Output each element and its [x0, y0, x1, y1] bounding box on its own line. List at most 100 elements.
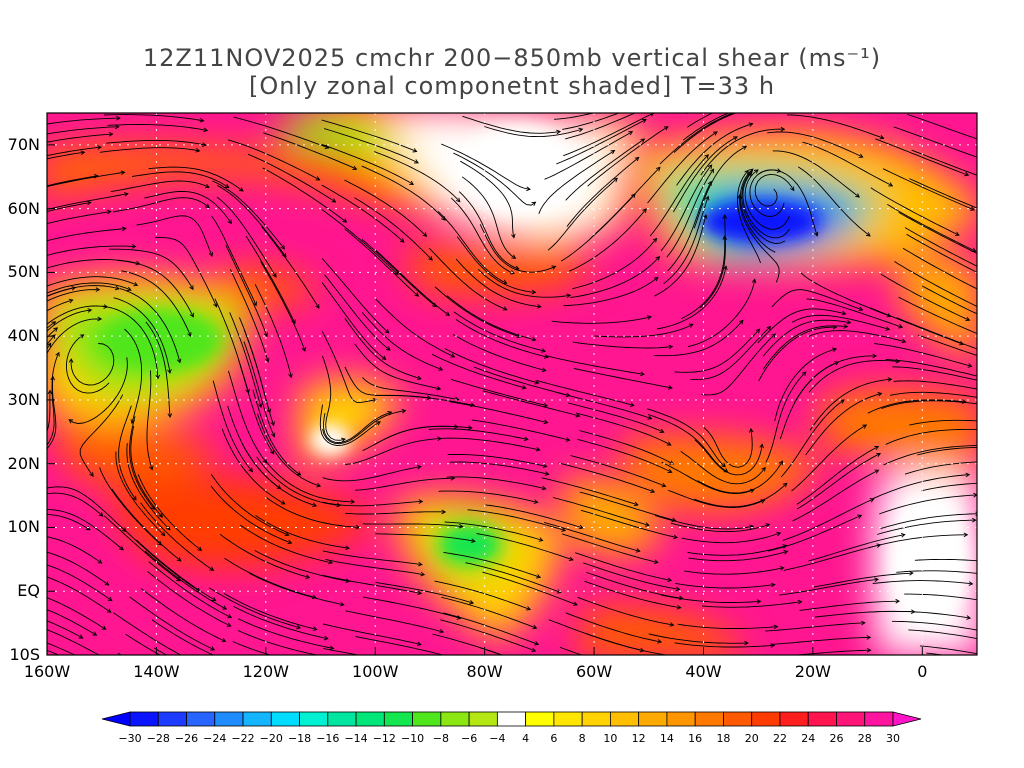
streamline-arrow	[688, 323, 694, 328]
streamline	[659, 113, 735, 165]
streamline	[892, 366, 977, 381]
streamline	[460, 160, 515, 238]
colorbar-swatch	[412, 711, 442, 727]
streamline	[565, 113, 637, 140]
streamline	[668, 489, 765, 508]
streamline-arrow	[704, 154, 709, 159]
streamline-arrow	[158, 513, 164, 518]
colorbar-label: 28	[857, 732, 872, 745]
streamline	[744, 169, 790, 230]
streamline-arrow	[751, 278, 757, 284]
streamline	[538, 150, 615, 214]
streamline	[47, 289, 100, 302]
streamline-arrow	[773, 624, 779, 630]
streamline	[806, 298, 903, 328]
streamline	[47, 536, 102, 564]
streamline-arrow	[900, 532, 906, 538]
streamline-arrow	[748, 122, 754, 127]
streamline-arrow	[456, 615, 462, 620]
streamline-arrow	[566, 293, 572, 299]
streamline-arrow	[114, 124, 120, 130]
streamline-arrow	[722, 235, 727, 240]
streamline-arrow	[965, 316, 971, 322]
streamline-arrow	[79, 334, 85, 339]
streamline-arrow	[538, 537, 544, 542]
streamline	[909, 419, 977, 426]
streamline	[558, 462, 655, 493]
streamline	[241, 442, 317, 507]
streamline-arrow	[265, 357, 270, 363]
streamline	[428, 247, 507, 311]
streamline	[758, 326, 837, 382]
streamline	[809, 378, 892, 431]
streamline-arrow	[575, 412, 581, 418]
streamline-arrow	[470, 402, 476, 408]
colorbar-label: 6	[550, 732, 558, 745]
streamline	[561, 533, 659, 563]
streamline-arrow	[780, 126, 786, 132]
streamline	[868, 534, 968, 549]
streamline-arrow	[342, 218, 348, 223]
streamline	[560, 193, 636, 262]
title-line-2: [Only zonal componetnt shaded] T=33 h	[248, 72, 776, 100]
streamline-arrow	[909, 570, 914, 576]
streamline-arrow	[155, 374, 161, 380]
streamline-arrow	[95, 287, 101, 292]
streamline	[813, 572, 913, 588]
streamline-arrow	[531, 336, 537, 342]
streamline	[374, 151, 461, 203]
streamline-arrow	[765, 523, 771, 528]
streamline	[919, 645, 977, 655]
streamline	[667, 181, 712, 272]
streamline	[103, 114, 204, 122]
streamline	[579, 491, 676, 522]
streamline	[453, 152, 536, 206]
streamline	[737, 170, 762, 264]
streamline	[449, 401, 548, 424]
streamline	[223, 593, 317, 630]
streamline	[908, 629, 977, 640]
streamline-arrow	[345, 578, 351, 584]
streamline-arrow	[78, 634, 84, 639]
streamline	[208, 587, 301, 629]
streamline	[238, 618, 334, 649]
streamline	[321, 209, 399, 275]
streamline-arrow	[417, 590, 423, 596]
streamline	[265, 496, 360, 528]
streamline	[322, 410, 406, 445]
streamline-arrow	[401, 408, 407, 414]
streamline-arrow	[458, 523, 464, 529]
streamline	[867, 399, 966, 414]
colorbar-swatch	[864, 711, 894, 727]
streamline-arrow	[801, 371, 807, 377]
streamline	[660, 164, 713, 252]
streamline	[477, 268, 571, 298]
streamline	[361, 312, 443, 371]
streamline	[240, 524, 333, 564]
streamline	[321, 355, 346, 441]
colorbar-label: −26	[174, 732, 199, 745]
streamline	[699, 215, 726, 309]
streamline-arrow	[652, 237, 658, 243]
streamline-arrow	[284, 531, 290, 537]
streamline-arrow	[208, 251, 214, 257]
streamline	[47, 390, 51, 433]
streamline-arrow	[213, 302, 218, 308]
streamline	[916, 446, 977, 456]
streamline	[770, 636, 871, 645]
lon-label: 100W	[352, 662, 399, 681]
colorbar-label: 10	[603, 732, 618, 745]
streamline-arrow	[898, 324, 904, 329]
streamline-arrow	[761, 466, 766, 472]
streamline	[565, 138, 645, 201]
streamline	[47, 117, 120, 125]
streamline	[254, 284, 292, 378]
streamline-arrow	[315, 304, 320, 309]
colorbar-swatch	[129, 711, 159, 727]
streamline-arrow	[526, 186, 531, 192]
streamline	[254, 550, 350, 582]
streamline-arrow	[511, 254, 517, 259]
streamline-arrow	[846, 319, 852, 325]
streamline	[321, 143, 414, 185]
streamline	[741, 170, 786, 244]
